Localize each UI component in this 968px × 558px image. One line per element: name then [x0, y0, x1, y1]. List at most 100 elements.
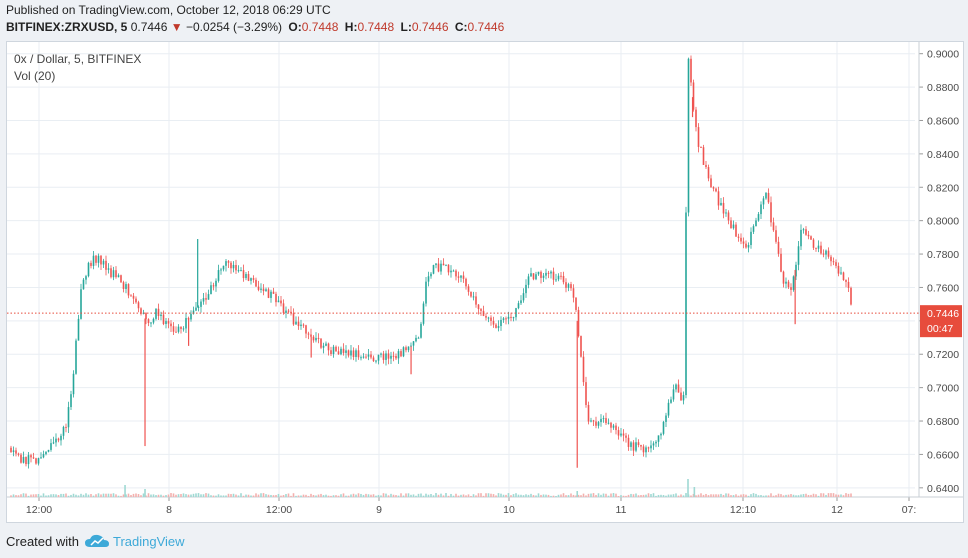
- volume-bar: [542, 494, 545, 497]
- last-price: 0.7446: [130, 20, 168, 34]
- candle-body: [120, 275, 122, 283]
- candle-body: [672, 389, 675, 400]
- volume-bar: [472, 494, 475, 497]
- volume-bar: [290, 495, 292, 497]
- volume-bar: [430, 493, 432, 497]
- candle-body: [717, 191, 720, 206]
- volume-bar: [62, 493, 65, 497]
- volume-bar: [280, 495, 282, 497]
- volume-bar: [625, 495, 627, 497]
- candle-body: [585, 382, 587, 405]
- y-tick-label: 0.7200: [927, 349, 959, 361]
- candle-body: [402, 347, 405, 357]
- volume-bar: [227, 493, 230, 497]
- volume-bar: [722, 494, 725, 497]
- price-chart[interactable]: 0.9000 0.8800 0.8600 0.8400 0.8200 0.8000 0.78…: [7, 42, 963, 522]
- candle-body: [490, 317, 492, 321]
- candle-body: [297, 321, 300, 327]
- volume-bar: [307, 495, 310, 497]
- volume-bar: [465, 495, 467, 497]
- candle-body: [712, 187, 715, 189]
- volume-bar: [15, 495, 17, 497]
- volume-bar: [117, 495, 120, 497]
- candle-body: [232, 264, 235, 269]
- volume-bar: [490, 493, 492, 497]
- volume-bar: [35, 494, 37, 497]
- volume-bar: [305, 494, 307, 497]
- symbol-name[interactable]: BITFINEX:ZRXUSD, 5: [6, 20, 128, 34]
- candle-body: [640, 445, 642, 447]
- x-tick-label: 9: [376, 504, 382, 516]
- volume-bar: [767, 495, 770, 497]
- close-value: 0.7446: [467, 20, 505, 34]
- brand-name: TradingView: [113, 533, 185, 549]
- volume-bar: [232, 493, 235, 497]
- symbol-header: BITFINEX:ZRXUSD, 5 0.7446 ▼ −0.0254 (−3.…: [6, 20, 504, 34]
- candle-body: [817, 245, 820, 249]
- volume-bar: [530, 493, 532, 497]
- candle-body: [707, 167, 710, 179]
- candle-body: [530, 273, 532, 277]
- x-tick-label: 12:10: [730, 504, 756, 516]
- volume-bar: [550, 495, 552, 497]
- volume-bar: [805, 493, 807, 497]
- candle-body: [400, 351, 402, 357]
- y-tick-label: 0.8800: [927, 82, 959, 94]
- volume-bar: [705, 493, 707, 497]
- x-tick-label: 12: [831, 504, 843, 516]
- candle-body: [127, 284, 130, 296]
- chart-frame[interactable]: 0.9000 0.8800 0.8600 0.8400 0.8200 0.8000 0.78…: [6, 41, 964, 523]
- candle-body: [645, 447, 647, 453]
- candle-body: [70, 394, 72, 408]
- volume-bar: [657, 494, 660, 497]
- candle-body: [90, 262, 92, 266]
- volume-bar: [125, 494, 127, 497]
- candle-body: [112, 270, 115, 278]
- candle-body: [50, 443, 52, 450]
- candle-body: [92, 255, 95, 266]
- candle-body: [440, 263, 442, 272]
- candle-body: [390, 355, 392, 359]
- volume-bar: [12, 494, 15, 497]
- volume-bar: [827, 493, 830, 497]
- volume-bar: [20, 494, 22, 497]
- candle-body: [160, 314, 162, 316]
- volume-bar: [275, 494, 277, 497]
- open-value: 0.7448: [301, 20, 339, 34]
- candle-body: [582, 356, 585, 383]
- candle-body: [732, 224, 735, 229]
- volume-bar: [22, 493, 25, 497]
- candle-body: [797, 246, 800, 265]
- volume-bar: [477, 493, 480, 497]
- volume-bar: [607, 495, 610, 497]
- volume-bar: [737, 495, 740, 497]
- candle-body: [590, 420, 592, 422]
- y-tick-label: 0.6400: [927, 483, 959, 495]
- candle-body: [442, 263, 445, 266]
- volume-bar: [822, 493, 825, 497]
- candle-body: [292, 313, 295, 325]
- candle-body: [832, 261, 835, 263]
- volume-bar: [497, 493, 500, 497]
- volume-bar: [485, 493, 487, 497]
- candle-body: [577, 309, 580, 337]
- low-value: 0.7446: [411, 20, 449, 34]
- volume-bar: [667, 494, 670, 497]
- candle-body: [635, 442, 637, 451]
- price-change: −0.0254 (−3.29%): [185, 20, 283, 34]
- candle-body: [97, 255, 100, 263]
- volume-bar: [565, 495, 567, 497]
- volume-bar: [190, 494, 192, 497]
- candle-body: [502, 318, 505, 320]
- candle-body: [345, 350, 347, 353]
- volume-indicator-label[interactable]: Vol (20): [14, 69, 56, 83]
- volume-bar: [302, 494, 305, 497]
- price-tag-value: 0.7446: [927, 308, 959, 320]
- candle-body: [167, 321, 170, 324]
- series-title[interactable]: 0x / Dollar, 5, BITFINEX: [14, 52, 142, 66]
- tradingview-logo[interactable]: TradingView: [84, 531, 185, 551]
- volume-bar: [842, 495, 845, 497]
- volume-bar: [460, 494, 462, 497]
- candle-body: [650, 445, 652, 449]
- candle-body: [427, 276, 430, 282]
